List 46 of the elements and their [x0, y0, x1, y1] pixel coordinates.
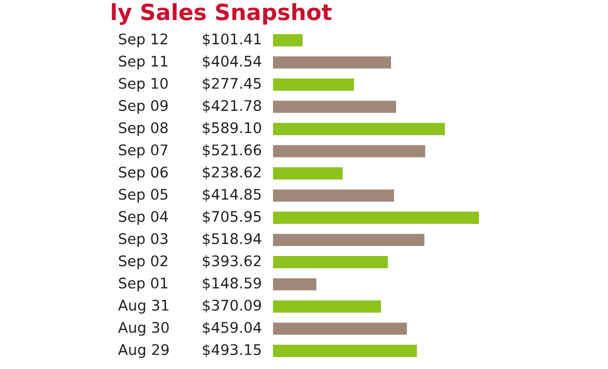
- data-label: $101.41: [202, 33, 261, 46]
- bar: [273, 100, 396, 113]
- data-label: $521.66: [202, 144, 262, 158]
- bar: [273, 56, 392, 69]
- bar: [273, 78, 354, 91]
- y-tick-label: Sep 07: [118, 144, 168, 158]
- bar: [273, 189, 394, 202]
- bar: [273, 344, 417, 357]
- bar: [273, 278, 316, 290]
- y-tick-label: Sep 12: [118, 33, 168, 48]
- bar: [273, 300, 381, 313]
- y-tick-label: Aug 30: [118, 322, 169, 336]
- bar: [273, 34, 303, 46]
- bar: [273, 212, 479, 224]
- y-tick-label: Sep 01: [118, 278, 168, 292]
- bar: [273, 167, 343, 180]
- y-tick-label: Sep 10: [118, 78, 168, 92]
- y-tick-label: Sep 04: [118, 210, 168, 225]
- bar: [273, 122, 445, 136]
- data-label: $238.62: [202, 166, 261, 180]
- data-label: $393.62: [202, 255, 261, 268]
- y-tick-label: Aug 29: [118, 344, 169, 358]
- data-label: $705.95: [202, 210, 261, 224]
- data-label: $404.54: [202, 55, 262, 69]
- data-label: $148.59: [202, 277, 261, 290]
- y-tick-label: Sep 03: [118, 233, 168, 248]
- data-label: $370.09: [202, 299, 261, 313]
- data-label: $518.94: [202, 232, 262, 246]
- y-tick-label: Sep 06: [118, 166, 168, 180]
- bar: [273, 256, 388, 268]
- data-label: $493.15: [202, 344, 261, 358]
- y-tick-label: Sep 02: [118, 255, 168, 270]
- data-label: $589.10: [202, 122, 262, 136]
- bar: [273, 145, 426, 158]
- y-tick-label: Sep 11: [118, 56, 168, 70]
- chart-title: ly Sales Snapshot: [112, 3, 332, 25]
- data-label: $414.85: [202, 188, 261, 202]
- y-tick-label: Sep 08: [118, 122, 168, 136]
- y-tick-label: Sep 09: [118, 100, 168, 114]
- y-tick-label: Sep 05: [118, 188, 168, 203]
- data-label: $459.04: [202, 322, 262, 335]
- data-label: $277.45: [202, 78, 261, 91]
- bar: [273, 322, 407, 335]
- y-tick-label: Aug 31: [118, 300, 168, 314]
- bar: [273, 234, 424, 246]
- data-label: $421.78: [202, 100, 261, 113]
